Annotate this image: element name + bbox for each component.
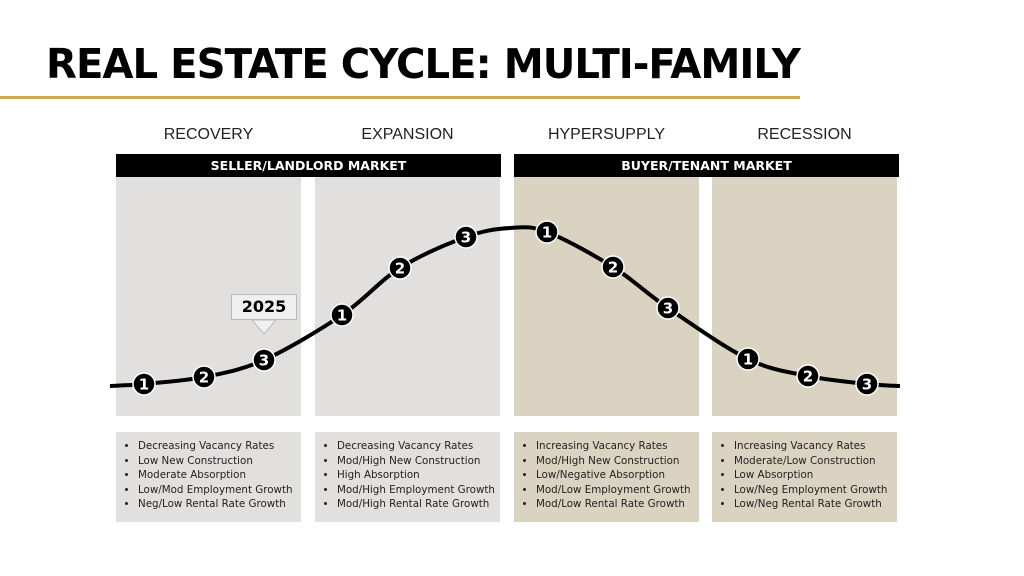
current-year-marker: 2025 [231,294,297,320]
expansion-stage-marker: 1 [330,303,354,327]
recovery-stage-marker: 3 [252,348,276,372]
stage-marker-number: 1 [139,376,149,394]
stage-marker-number: 3 [461,229,471,247]
stage-marker-number: 2 [199,369,209,387]
recession-stage-marker: 2 [796,364,820,388]
characteristic-item: Decreasing Vacancy Rates [138,439,301,454]
phase-label-hypersupply: HYPERSUPPLY [547,126,666,143]
characteristic-item: Moderate Absorption [138,468,301,483]
expansion-panel [315,177,500,416]
stage-marker-number: 1 [542,224,552,242]
characteristic-item: Mod/High Employment Growth [337,483,500,498]
stage-marker-number: 2 [608,259,618,277]
hypersupply-stage-marker: 1 [535,220,559,244]
stage-marker-number: 1 [743,351,753,369]
expansion-stage-marker: 3 [454,225,478,249]
stage-marker-circle [796,364,820,388]
stage-marker-circle [330,303,354,327]
2025-arrow-icon [250,319,278,335]
characteristic-item: Low New Construction [138,454,301,469]
recovery-stage-marker: 1 [132,372,156,396]
stage-marker-number: 2 [395,260,405,278]
characteristic-item: Mod/High Rental Rate Growth [337,497,500,512]
hypersupply-stage-marker: 3 [656,296,680,320]
phase-label-expansion: EXPANSION [361,126,454,143]
seller-market-bar: SELLER/LANDLORD MARKET [116,154,501,177]
characteristic-item: Low/Neg Employment Growth [734,483,897,498]
recession-stage-marker: 1 [736,347,760,371]
stage-marker-number: 2 [803,368,813,386]
hypersupply-stage-marker: 2 [601,255,625,279]
stage-marker-circle [252,348,276,372]
stage-marker-circle [855,372,879,396]
hypersupply-characteristics: Increasing Vacancy RatesMod/High New Con… [514,432,699,522]
stage-marker-number: 3 [862,376,872,394]
recovery-characteristics: Decreasing Vacancy RatesLow New Construc… [116,432,301,522]
characteristic-item: Low/Negative Absorption [536,468,699,483]
stage-marker-circle [736,347,760,371]
stage-marker-circle [454,225,478,249]
characteristic-item: High Absorption [337,468,500,483]
cycle-curve [109,225,901,388]
characteristic-item: Decreasing Vacancy Rates [337,439,500,454]
stage-marker-circle [132,372,156,396]
recession-characteristics: Increasing Vacancy RatesModerate/Low Con… [712,432,897,522]
stage-marker-circle [601,255,625,279]
stage-marker-number: 3 [259,352,269,370]
expansion-stage-marker: 2 [388,256,412,280]
characteristic-item: Mod/Low Employment Growth [536,483,699,498]
stage-marker-number: 3 [663,300,673,318]
stage-marker-circle [388,256,412,280]
title-underline [0,96,800,99]
characteristic-item: Mod/Low Rental Rate Growth [536,497,699,512]
characteristic-item: Low Absorption [734,468,897,483]
buyer-market-bar: BUYER/TENANT MARKET [514,154,899,177]
phase-label-recovery: RECOVERY [163,126,254,143]
recovery-stage-marker: 2 [192,365,216,389]
characteristic-item: Increasing Vacancy Rates [536,439,699,454]
characteristic-item: Low/Mod Employment Growth [138,483,301,498]
stage-marker-circle [535,220,559,244]
phase-label-recession: RECESSION [757,126,852,143]
characteristic-item: Low/Neg Rental Rate Growth [734,497,897,512]
expansion-characteristics: Decreasing Vacancy RatesMod/High New Con… [315,432,500,522]
characteristic-item: Mod/High New Construction [536,454,699,469]
stage-marker-circle [192,365,216,389]
stage-marker-circle [656,296,680,320]
characteristic-item: Mod/High New Construction [337,454,500,469]
recession-stage-marker: 3 [855,372,879,396]
characteristic-item: Increasing Vacancy Rates [734,439,897,454]
characteristic-item: Moderate/Low Construction [734,454,897,469]
page-title: REAL ESTATE CYCLE: MULTI-FAMILY [46,40,801,88]
characteristic-item: Neg/Low Rental Rate Growth [138,497,301,512]
stage-marker-number: 1 [337,307,347,325]
